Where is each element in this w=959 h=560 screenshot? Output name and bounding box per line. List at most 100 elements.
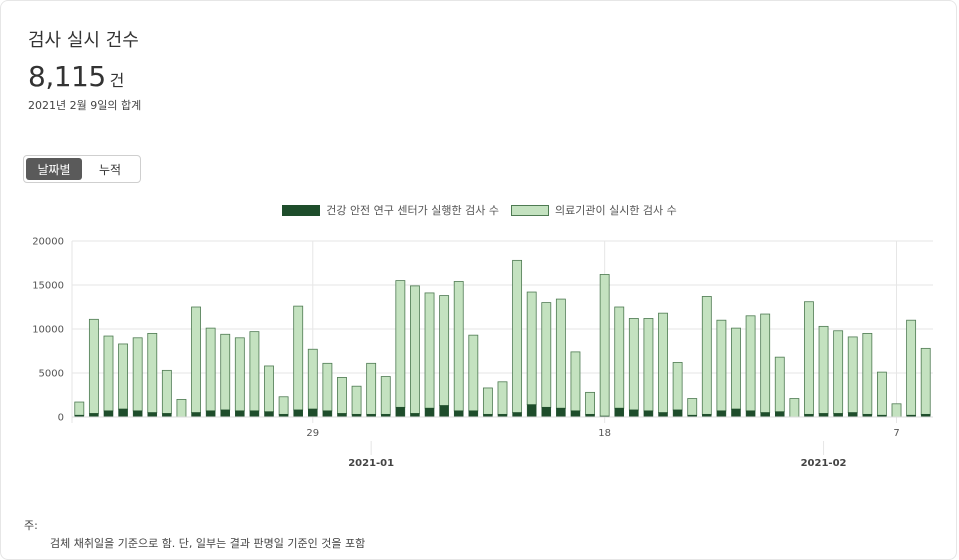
y-tick-label: 10000 bbox=[32, 325, 64, 336]
bar-medical-institutions bbox=[891, 403, 902, 418]
bar-health-center bbox=[147, 412, 158, 418]
bar-health-center bbox=[395, 407, 406, 418]
bar-medical-institutions bbox=[380, 376, 391, 415]
bar-medical-institutions bbox=[88, 318, 99, 414]
bar-medical-institutions bbox=[468, 334, 479, 412]
bar-health-center bbox=[162, 413, 172, 418]
bar-medical-institutions bbox=[716, 319, 727, 412]
bar-medical-institutions bbox=[307, 348, 318, 410]
bar-medical-institutions bbox=[745, 315, 756, 412]
month-label: 2021-02 bbox=[801, 458, 847, 469]
y-tick-label: 20000 bbox=[32, 237, 64, 248]
bar-medical-institutions bbox=[439, 295, 450, 406]
x-tick-label: 7 bbox=[893, 428, 899, 439]
bar-medical-institutions bbox=[643, 318, 654, 412]
bar-health-center bbox=[658, 412, 668, 418]
bar-health-center bbox=[89, 413, 99, 418]
bar-health-center bbox=[424, 407, 435, 418]
bar-medical-institutions bbox=[789, 398, 800, 418]
bar-health-center bbox=[745, 410, 756, 418]
bar-health-center bbox=[293, 409, 303, 418]
bar-health-center bbox=[468, 410, 479, 418]
bar-medical-institutions bbox=[293, 305, 304, 411]
bar-medical-institutions bbox=[147, 332, 158, 413]
bar-health-center bbox=[556, 407, 566, 418]
bar-medical-institutions bbox=[234, 337, 245, 412]
bar-health-center bbox=[731, 408, 741, 418]
bar-health-center bbox=[614, 407, 625, 418]
bar-medical-institutions bbox=[220, 333, 231, 411]
legend-swatch-dark bbox=[282, 204, 321, 216]
bar-medical-institutions bbox=[847, 336, 858, 414]
bar-medical-institutions bbox=[774, 356, 785, 413]
bar-medical-institutions bbox=[701, 296, 712, 415]
bar-medical-institutions bbox=[264, 365, 274, 413]
bar-medical-institutions bbox=[526, 291, 537, 406]
bar-medical-institutions bbox=[614, 306, 625, 409]
bar-medical-institutions bbox=[424, 292, 435, 409]
bar-medical-institutions bbox=[920, 347, 931, 415]
bar-medical-institutions bbox=[862, 332, 873, 415]
bar-medical-institutions bbox=[395, 280, 406, 408]
bar-medical-institutions bbox=[555, 298, 566, 409]
bar-medical-institutions bbox=[205, 327, 216, 412]
page-title: 검사 실시 건수 bbox=[28, 30, 139, 51]
bar-health-center bbox=[672, 409, 683, 418]
bar-medical-institutions bbox=[585, 391, 595, 415]
bar-health-center bbox=[774, 411, 785, 418]
bar-medical-institutions bbox=[570, 351, 581, 412]
bar-medical-institutions bbox=[176, 398, 187, 418]
total-date-caption: 2021년 2월 9일의 합계 bbox=[28, 99, 142, 112]
bar-health-center bbox=[629, 409, 639, 418]
total-value: 8,115 bbox=[28, 60, 106, 93]
daily-toggle-button[interactable]: 날짜별 bbox=[26, 158, 82, 180]
bar-medical-institutions bbox=[672, 362, 683, 411]
bar-medical-institutions bbox=[482, 387, 493, 415]
bar-medical-institutions bbox=[906, 319, 917, 416]
bar-health-center bbox=[760, 412, 770, 418]
bar-health-center bbox=[103, 410, 114, 418]
footnote-label: 주: bbox=[24, 519, 38, 532]
y-tick-label: 15000 bbox=[32, 281, 64, 292]
bar-medical-institutions bbox=[512, 259, 523, 413]
stacked-bar-chart: 0 5000 10000 15000 20000 29 18 7 2021-01 2021-02 bbox=[32, 237, 933, 469]
bar-health-center bbox=[337, 413, 347, 418]
bar-medical-institutions bbox=[541, 302, 552, 408]
bar-medical-institutions bbox=[453, 281, 464, 412]
x-tick-label: 29 bbox=[306, 428, 319, 439]
bar-medical-institutions bbox=[74, 401, 85, 416]
y-tick-label: 0 bbox=[58, 413, 64, 424]
bar-medical-institutions bbox=[818, 325, 829, 414]
bar-health-center bbox=[526, 404, 537, 418]
bar-health-center bbox=[847, 412, 858, 418]
cumulative-toggle-button[interactable]: 누적 bbox=[98, 162, 122, 177]
bar-medical-institutions bbox=[687, 398, 698, 416]
bar-health-center bbox=[410, 413, 420, 418]
bar-medical-institutions bbox=[351, 385, 362, 415]
bar-medical-institutions bbox=[132, 337, 143, 412]
bar-health-center bbox=[235, 410, 245, 418]
bar-medical-institutions bbox=[731, 327, 741, 410]
bar-medical-institutions bbox=[337, 376, 347, 414]
bar-health-center bbox=[439, 405, 449, 418]
bar-medical-institutions bbox=[804, 301, 814, 415]
bar-health-center bbox=[512, 412, 522, 418]
bar-medical-institutions bbox=[322, 362, 333, 412]
y-tick-label: 5000 bbox=[39, 369, 64, 380]
legend-item-health-center[interactable]: 건강 안전 연구 센터가 실행한 검사 수 bbox=[282, 202, 499, 218]
bar-medical-institutions bbox=[410, 285, 420, 414]
bar-medical-institutions bbox=[278, 396, 289, 415]
bar-health-center bbox=[833, 413, 843, 418]
view-toggle: 날짜별 누적 bbox=[23, 155, 141, 183]
chart-legend: 건강 안전 연구 센터가 실행한 검사 수 의료기관이 실시한 검사 수 bbox=[0, 202, 959, 218]
footnote-text: 검체 채취일을 기준으로 함. 단, 일부는 결과 판명일 기준인 것을 포함 bbox=[50, 537, 366, 550]
bar-health-center bbox=[220, 409, 231, 418]
bar-health-center bbox=[818, 413, 829, 418]
bar-health-center bbox=[570, 410, 581, 418]
bar-health-center bbox=[205, 410, 216, 418]
bar-medical-institutions bbox=[628, 318, 639, 411]
bar-medical-institutions bbox=[118, 343, 129, 410]
legend-item-medical-institutions[interactable]: 의료기관이 실시한 검사 수 bbox=[510, 202, 677, 218]
bar-medical-institutions bbox=[366, 362, 377, 415]
bar-medical-institutions bbox=[191, 306, 201, 413]
